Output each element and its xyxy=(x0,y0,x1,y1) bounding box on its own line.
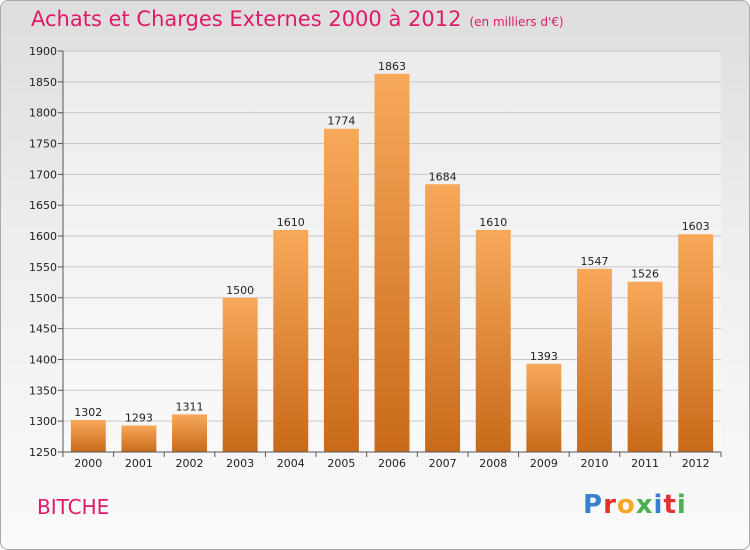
y-tick-label: 1700 xyxy=(29,168,57,181)
x-tick-label: 2007 xyxy=(429,457,457,470)
bar-2008 xyxy=(475,229,511,452)
bar-2004 xyxy=(273,229,309,452)
chart-unit-note: (en milliers d'€) xyxy=(469,15,564,29)
bars: 1302 1293 1311 1500 1610 1774 1863 1684 1610 1393… xyxy=(70,60,714,453)
y-tick-label: 1600 xyxy=(29,230,57,243)
x-tick-label: 2004 xyxy=(277,457,305,470)
x-tick-label: 2003 xyxy=(226,457,254,470)
chart-title: Achats et Charges Externes 2000 à 2012 (e… xyxy=(31,7,564,31)
x-tick-label: 2000 xyxy=(74,457,102,470)
y-tick-label: 1400 xyxy=(29,353,57,366)
y-tick-label: 1750 xyxy=(29,138,57,151)
logo-letter: i xyxy=(653,490,664,520)
chart-title-text: Achats et Charges Externes 2000 à 2012 xyxy=(31,7,462,31)
y-tick-label: 1450 xyxy=(29,323,57,336)
x-tick-label: 2011 xyxy=(631,457,659,470)
data-label-2006: 1863 xyxy=(378,60,406,73)
x-tick-label: 2010 xyxy=(580,457,608,470)
y-tick-label: 1550 xyxy=(29,261,57,274)
x-tick-label: 2006 xyxy=(378,457,406,470)
bar-2002 xyxy=(172,414,208,452)
logo-letter: o xyxy=(616,490,636,520)
bar-2003 xyxy=(222,297,258,452)
data-label-2009: 1393 xyxy=(530,350,558,363)
data-label-2000: 1302 xyxy=(74,406,102,419)
y-tick-label: 1500 xyxy=(29,292,57,305)
x-tick-label: 2012 xyxy=(682,457,710,470)
data-label-2007: 1684 xyxy=(429,170,457,183)
bar-2000 xyxy=(70,419,106,452)
data-label-2008: 1610 xyxy=(479,216,507,229)
y-axis: 1250 1300 1350 1400 1450 1500 1550 1600 1650 1700… xyxy=(29,45,64,459)
data-label-2003: 1500 xyxy=(226,284,254,297)
logo-letter: P xyxy=(583,490,604,520)
bar-2007 xyxy=(425,184,461,453)
bar-2006 xyxy=(374,73,410,452)
proxiti-logo: Proxiti xyxy=(583,490,687,520)
data-label-2012: 1603 xyxy=(682,220,710,233)
logo-letter: x xyxy=(635,490,654,520)
data-label-2005: 1774 xyxy=(327,115,355,128)
bar-2009 xyxy=(526,363,562,452)
bar-2010 xyxy=(576,268,612,452)
bar-2011 xyxy=(627,281,663,452)
y-tick-label: 1300 xyxy=(29,415,57,428)
bar-2001 xyxy=(121,425,157,452)
location-label: BITCHE xyxy=(37,495,110,519)
y-tick-label: 1350 xyxy=(29,384,57,397)
y-tick-label: 1650 xyxy=(29,199,57,212)
x-tick-label: 2005 xyxy=(327,457,355,470)
y-tick-label: 1800 xyxy=(29,107,57,120)
x-tick-label: 2001 xyxy=(125,457,153,470)
data-label-2001: 1293 xyxy=(125,411,153,424)
data-label-2011: 1526 xyxy=(631,268,659,281)
bar-2012 xyxy=(678,234,714,452)
logo-letter: i xyxy=(676,490,687,520)
y-tick-label: 1250 xyxy=(29,446,57,459)
x-tick-label: 2002 xyxy=(176,457,204,470)
data-label-2010: 1547 xyxy=(580,255,608,268)
data-label-2004: 1610 xyxy=(277,216,305,229)
y-tick-label: 1900 xyxy=(29,45,57,58)
logo-letter: t xyxy=(663,490,677,520)
data-label-2002: 1311 xyxy=(176,400,204,413)
logo-letter: r xyxy=(603,490,617,520)
y-tick-label: 1850 xyxy=(29,76,57,89)
x-tick-label: 2009 xyxy=(530,457,558,470)
bar-2005 xyxy=(323,128,359,452)
x-tick-label: 2008 xyxy=(479,457,507,470)
x-axis: 2000 2001 2002 2003 2004 2005 2006 2007 2008 2009… xyxy=(62,451,722,470)
